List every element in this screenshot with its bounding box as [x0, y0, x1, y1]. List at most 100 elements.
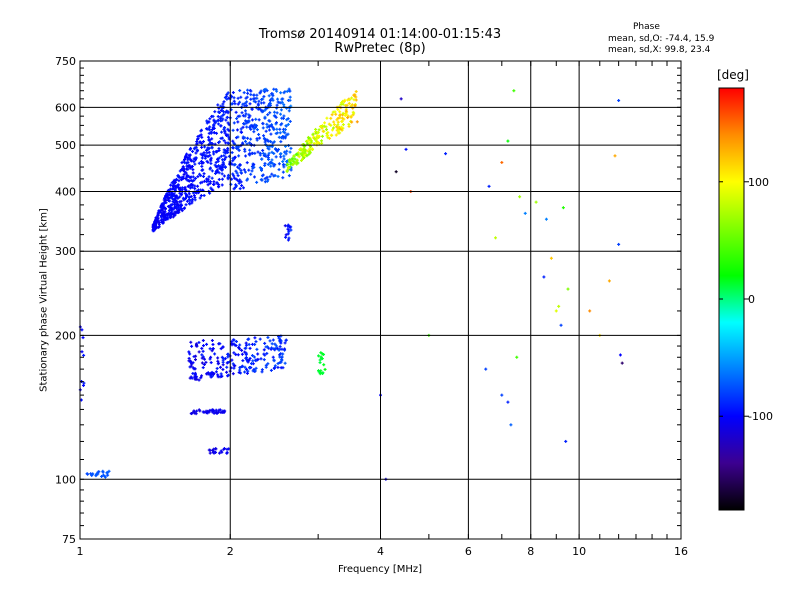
data-point	[259, 357, 263, 361]
data-point	[214, 370, 218, 374]
data-point	[195, 142, 199, 146]
data-point	[82, 383, 86, 387]
data-point	[246, 177, 250, 181]
data-point	[178, 204, 182, 208]
data-point	[272, 110, 276, 114]
data-point	[193, 374, 197, 378]
data-point	[509, 423, 513, 427]
data-point	[231, 146, 235, 150]
data-point	[272, 128, 276, 132]
data-point	[163, 196, 167, 200]
data-point	[251, 165, 255, 169]
data-point	[241, 125, 245, 129]
data-point	[236, 120, 240, 124]
data-point	[237, 166, 241, 170]
data-point	[288, 89, 292, 93]
data-point	[254, 117, 258, 121]
data-point	[189, 159, 193, 163]
data-point	[101, 470, 105, 474]
data-point	[223, 157, 227, 161]
data-point	[254, 340, 258, 344]
data-point	[204, 360, 208, 364]
data-point	[232, 99, 236, 103]
data-point	[215, 411, 219, 415]
data-point	[243, 149, 247, 153]
data-point	[256, 357, 260, 361]
data-point	[506, 139, 510, 143]
data-point	[191, 366, 195, 370]
data-point	[226, 352, 230, 356]
data-point	[347, 101, 351, 105]
data-point	[208, 191, 212, 195]
data-point	[193, 162, 197, 166]
data-point	[444, 152, 448, 156]
data-point	[218, 140, 222, 144]
data-point	[290, 157, 294, 161]
data-point	[352, 111, 356, 115]
data-point	[236, 174, 240, 178]
data-point	[242, 168, 246, 172]
data-point	[172, 212, 176, 216]
data-point	[218, 111, 222, 115]
data-point	[308, 138, 312, 142]
data-point	[243, 346, 247, 350]
phase-heading: Phase	[633, 22, 660, 32]
data-point	[202, 363, 206, 367]
data-point	[322, 124, 326, 128]
data-point	[620, 361, 624, 365]
data-point	[240, 348, 244, 352]
data-point	[223, 96, 227, 100]
data-point	[232, 342, 236, 346]
data-point	[344, 109, 348, 113]
data-point	[223, 126, 227, 130]
data-point	[234, 110, 238, 114]
data-point	[243, 109, 247, 113]
data-point	[252, 130, 256, 134]
data-point	[297, 155, 301, 159]
data-point	[279, 91, 283, 95]
data-point	[239, 95, 243, 99]
x-tick-label: 4	[377, 545, 384, 558]
data-point	[174, 194, 178, 198]
data-point	[257, 99, 261, 103]
data-point	[212, 451, 216, 455]
colorbar: 100 0 -100	[718, 87, 773, 511]
data-point	[206, 127, 210, 131]
data-point	[232, 121, 236, 125]
data-point	[283, 128, 287, 132]
data-point	[350, 103, 354, 107]
data-point	[183, 191, 187, 195]
data-point	[188, 199, 192, 203]
data-point	[248, 148, 252, 152]
data-point	[221, 102, 225, 106]
data-point	[250, 169, 254, 173]
data-point	[200, 346, 204, 350]
data-point	[329, 123, 333, 127]
data-point	[278, 345, 282, 349]
data-point	[253, 336, 257, 340]
phase-stats-x: mean, sd,X: 99.8, 23.4	[608, 45, 711, 55]
data-point	[214, 447, 218, 451]
data-point	[318, 372, 322, 376]
data-point	[338, 113, 342, 117]
data-point	[262, 348, 266, 352]
data-point	[220, 177, 224, 181]
data-point	[183, 170, 187, 174]
data-point	[250, 354, 254, 358]
data-point	[512, 89, 516, 93]
data-point	[212, 123, 216, 127]
data-point	[211, 343, 215, 347]
data-point	[284, 152, 288, 156]
data-point	[274, 344, 278, 348]
data-point	[347, 122, 351, 126]
data-point	[285, 118, 289, 122]
data-point	[259, 168, 263, 172]
data-point	[246, 91, 250, 95]
data-point	[218, 365, 222, 369]
data-point	[215, 150, 219, 154]
data-point	[243, 139, 247, 143]
data-point	[275, 127, 279, 131]
data-point	[249, 127, 253, 131]
data-point	[201, 140, 205, 144]
data-point	[399, 97, 403, 101]
